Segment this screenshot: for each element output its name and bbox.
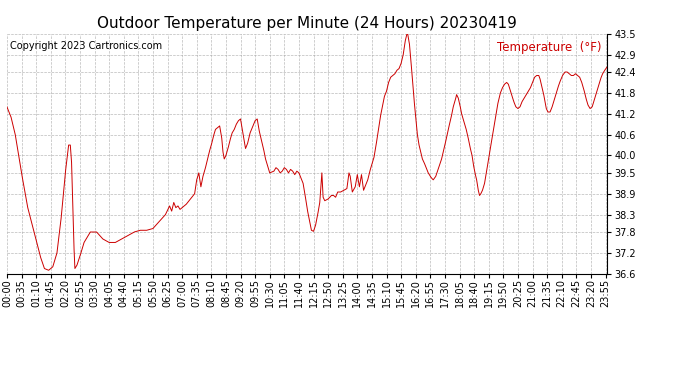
Title: Outdoor Temperature per Minute (24 Hours) 20230419: Outdoor Temperature per Minute (24 Hours… [97, 16, 517, 31]
Text: Copyright 2023 Cartronics.com: Copyright 2023 Cartronics.com [10, 41, 162, 51]
Text: Temperature  (°F): Temperature (°F) [497, 41, 601, 54]
